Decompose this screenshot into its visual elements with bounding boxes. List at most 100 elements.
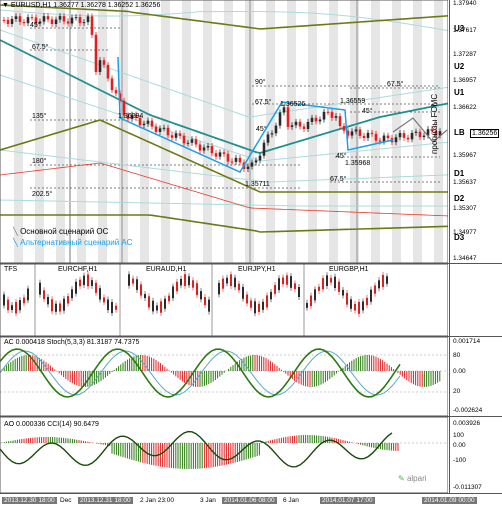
candle-body bbox=[78, 17, 82, 24]
tfs-axis bbox=[449, 264, 502, 336]
candle-body bbox=[218, 152, 222, 157]
candle-body bbox=[302, 126, 306, 129]
candle-body bbox=[51, 299, 53, 312]
candle-body bbox=[30, 17, 34, 19]
ac-tick: 80 bbox=[453, 352, 461, 359]
line-icon: ╲ bbox=[13, 227, 18, 236]
candle-body bbox=[238, 157, 242, 163]
candle-body bbox=[362, 301, 364, 311]
candle-body bbox=[91, 280, 93, 286]
candle-body bbox=[354, 129, 358, 132]
session-band bbox=[371, 0, 380, 263]
leaf-icon: ✎ bbox=[398, 474, 405, 483]
ao-tick: 0.003926 bbox=[453, 420, 481, 427]
candle-body bbox=[83, 275, 85, 286]
tfs-pane[interactable]: TFS EURCHF,H1 EURAUD,H1 EURJPY,H1 EURGBP… bbox=[0, 264, 448, 336]
main-chart-pane[interactable]: ▼ EURUSD,H1 1.36277 1.36278 1.36252 1.36… bbox=[0, 0, 448, 263]
session-band bbox=[14, 0, 23, 263]
envelope-line bbox=[0, 9, 448, 32]
candle-body bbox=[282, 107, 286, 113]
candle-body bbox=[3, 294, 5, 306]
candle-body bbox=[322, 111, 326, 120]
candle-body bbox=[286, 107, 290, 127]
candle-body bbox=[382, 274, 384, 287]
pane-frame bbox=[0, 337, 448, 416]
legend-alt: ╲ Альтернативный сценарий АС bbox=[13, 238, 133, 247]
session-band bbox=[182, 0, 191, 263]
candle-body bbox=[70, 17, 74, 24]
candle-body bbox=[188, 276, 190, 286]
candle-body bbox=[23, 297, 25, 304]
candle-body bbox=[114, 90, 118, 94]
envelope-line bbox=[0, 199, 448, 207]
ao-tick: 0.00 bbox=[453, 442, 466, 449]
candle-body bbox=[318, 119, 322, 122]
candle-body bbox=[338, 116, 342, 127]
price-label: 1.36559 bbox=[340, 98, 366, 105]
candle-body bbox=[62, 16, 66, 22]
candle-body bbox=[250, 162, 254, 167]
candle-body bbox=[326, 275, 328, 286]
pair-label: EURJPY,H1 bbox=[238, 266, 276, 273]
current-price-tag: 1.36256 bbox=[470, 129, 500, 138]
pair-label: EURGBP,H1 bbox=[329, 266, 369, 273]
legend-main: ╲ Основной сценарий ОС bbox=[13, 227, 109, 236]
time-tick: 2 Jan 23:00 bbox=[140, 497, 174, 504]
candle-body bbox=[174, 133, 178, 138]
ao-pane[interactable]: AO 0.000336 CCI(14) 90.6479 ✎ alpari bbox=[0, 417, 448, 493]
time-tick: Dec bbox=[60, 497, 72, 504]
candle-body bbox=[354, 304, 356, 311]
candle-body bbox=[148, 296, 150, 308]
ao-tick: 100 bbox=[453, 432, 464, 439]
ac-label: AC 0.000418 Stoch(5,3,3) 81.3187 74.7375 bbox=[4, 339, 140, 346]
zigzag-line bbox=[117, 56, 394, 173]
price-tick: 1.35307 bbox=[453, 205, 477, 212]
candle-body bbox=[326, 111, 330, 113]
candle-body bbox=[294, 121, 298, 126]
candle-body bbox=[55, 303, 57, 312]
candle-body bbox=[87, 274, 89, 287]
fib-label: 135° bbox=[32, 113, 47, 120]
candle-body bbox=[374, 285, 376, 294]
candle-body bbox=[50, 19, 54, 24]
candle-body bbox=[19, 300, 21, 311]
candle-body bbox=[75, 281, 77, 294]
candle-body bbox=[7, 299, 9, 311]
candle-body bbox=[128, 274, 130, 286]
candle-body bbox=[274, 125, 278, 134]
candle-body bbox=[190, 139, 194, 143]
candle-body bbox=[262, 301, 264, 310]
price-tick: 1.35967 bbox=[453, 152, 477, 159]
candle-body bbox=[246, 166, 250, 169]
candle-body bbox=[172, 286, 174, 299]
ao-svg bbox=[0, 417, 448, 493]
forecast-label: прогнозы FOMC bbox=[430, 93, 439, 154]
candle-body bbox=[330, 112, 334, 118]
candle-body bbox=[374, 133, 378, 141]
olive-band-lower bbox=[0, 214, 448, 233]
candle-body bbox=[310, 295, 312, 307]
candle-body bbox=[230, 161, 234, 163]
candle-body bbox=[254, 301, 256, 314]
ac-pane[interactable]: AC 0.000418 Stoch(5,3,3) 81.3187 74.7375 bbox=[0, 337, 448, 416]
candle-body bbox=[82, 22, 86, 24]
envelope-line bbox=[0, 29, 448, 118]
candle-body bbox=[198, 144, 202, 151]
price-tick: 1.37617 bbox=[453, 27, 477, 34]
level-label: LB bbox=[454, 128, 465, 137]
session-band bbox=[224, 0, 233, 263]
price-label: 1.36294 bbox=[118, 113, 144, 120]
candle-body bbox=[278, 112, 282, 126]
candle-body bbox=[192, 280, 194, 288]
fib-label: 67.5° bbox=[32, 44, 49, 51]
price-label: 1.36526 bbox=[280, 101, 306, 108]
fib-label: 180° bbox=[32, 158, 47, 165]
candle-body bbox=[266, 134, 270, 143]
candle-body bbox=[422, 135, 426, 138]
candle-body bbox=[258, 155, 262, 161]
candle-body bbox=[168, 295, 170, 302]
candle-body bbox=[222, 152, 226, 154]
candle-body bbox=[90, 16, 94, 35]
candle-body bbox=[94, 34, 98, 72]
envelope-line bbox=[0, 74, 448, 162]
